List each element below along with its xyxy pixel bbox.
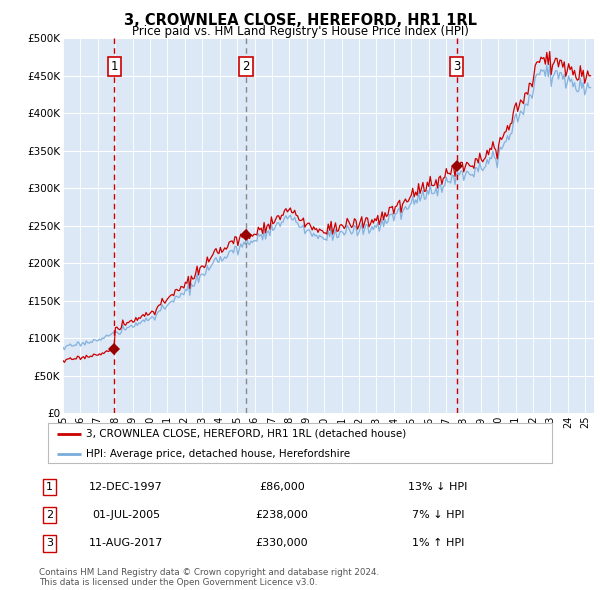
Text: 7% ↓ HPI: 7% ↓ HPI [412, 510, 464, 520]
Text: 13% ↓ HPI: 13% ↓ HPI [409, 482, 467, 491]
Text: 2: 2 [242, 60, 250, 73]
Text: 11-AUG-2017: 11-AUG-2017 [89, 539, 163, 548]
Text: 1: 1 [110, 60, 118, 73]
Text: Price paid vs. HM Land Registry's House Price Index (HPI): Price paid vs. HM Land Registry's House … [131, 25, 469, 38]
Text: 1% ↑ HPI: 1% ↑ HPI [412, 539, 464, 548]
Text: 12-DEC-1997: 12-DEC-1997 [89, 482, 163, 491]
Text: £330,000: £330,000 [256, 539, 308, 548]
Text: 3, CROWNLEA CLOSE, HEREFORD, HR1 1RL (detached house): 3, CROWNLEA CLOSE, HEREFORD, HR1 1RL (de… [86, 429, 406, 439]
Text: 3: 3 [46, 539, 53, 548]
Text: £86,000: £86,000 [259, 482, 305, 491]
Text: £238,000: £238,000 [256, 510, 308, 520]
Text: 3: 3 [453, 60, 460, 73]
Text: 01-JUL-2005: 01-JUL-2005 [92, 510, 160, 520]
Text: HPI: Average price, detached house, Herefordshire: HPI: Average price, detached house, Here… [86, 450, 350, 460]
Text: 1: 1 [46, 482, 53, 491]
Text: 3, CROWNLEA CLOSE, HEREFORD, HR1 1RL: 3, CROWNLEA CLOSE, HEREFORD, HR1 1RL [124, 13, 476, 28]
Text: 2: 2 [46, 510, 53, 520]
Text: Contains HM Land Registry data © Crown copyright and database right 2024.
This d: Contains HM Land Registry data © Crown c… [39, 568, 379, 587]
